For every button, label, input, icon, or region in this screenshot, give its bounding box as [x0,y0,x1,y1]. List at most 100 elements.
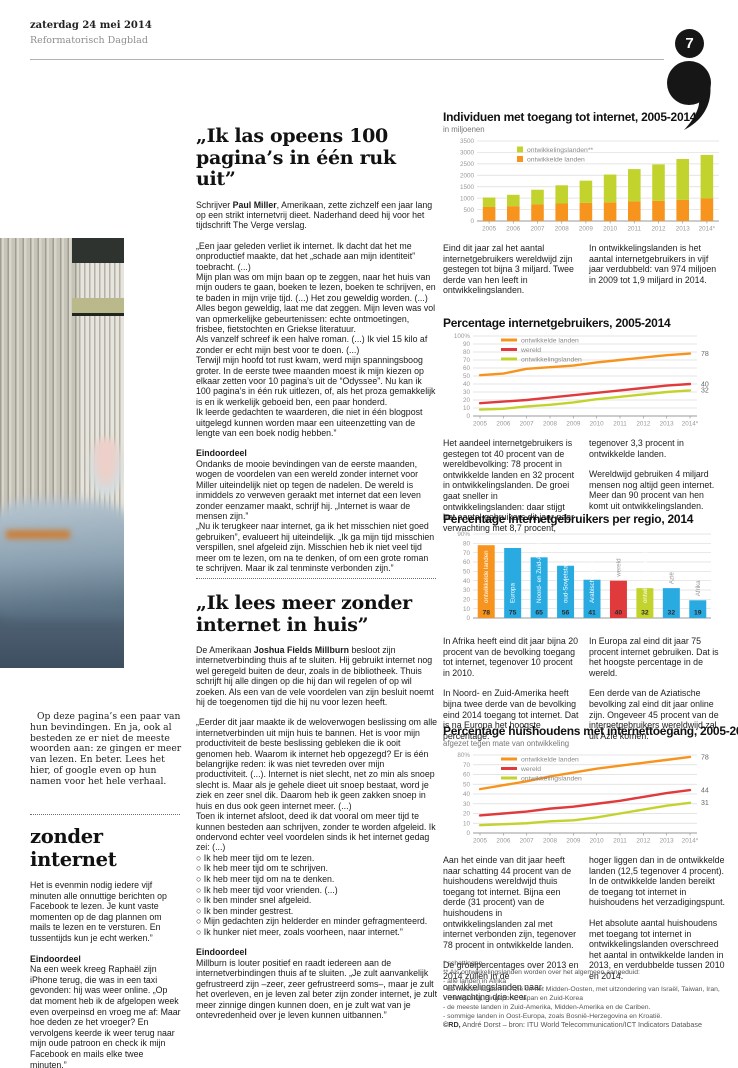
svg-text:ontwikkelde landen: ontwikkelde landen [521,337,579,344]
svg-text:2007: 2007 [530,226,545,233]
footnote: - de meeste landen in Zuid-Amerika, Midd… [443,1003,651,1011]
chart-notes: Het aandeel internetgebruikers is gesteg… [443,438,738,543]
svg-text:Arabische landen: Arabische landen [589,555,596,603]
left-intro-paragraph: Op deze pagina’s een paar van hun bevind… [30,711,182,787]
paragraph: Alles begon geweldig, laat me dat zeggen… [196,303,436,334]
note-paragraph: In ontwikkelingslanden is het aantal int… [589,243,717,285]
note-paragraph: tegenover 3,3 procent in ontwikkelde lan… [589,438,684,459]
svg-text:10: 10 [463,606,471,613]
chart-title: Percentage internetgebruikers per regio,… [443,512,694,526]
svg-text:2008: 2008 [543,838,558,845]
article2-lead: De Amerikaan Joshua Fields Millburn besl… [196,645,434,708]
svg-text:1000: 1000 [460,195,475,202]
svg-text:19: 19 [694,610,702,617]
left-article-subhead: Eindoordeel [30,953,81,964]
note-paragraph: Een derde van de Aziatische bevolking za… [589,688,719,741]
quote-comma-icon [667,61,711,130]
svg-text:20: 20 [463,397,471,404]
svg-text:2005: 2005 [482,226,497,233]
svg-text:3500: 3500 [460,138,475,145]
svg-text:40: 40 [463,381,471,388]
svg-text:90: 90 [463,341,471,348]
svg-text:wereld: wereld [520,347,541,354]
svg-text:500: 500 [463,207,474,214]
chart-section-regions: Percentage internetgebruikers per regio,… [443,512,738,751]
svg-text:20: 20 [463,811,471,818]
svg-text:Europa: Europa [510,582,517,603]
footnote: ** Als ontwikkelingslanden worden over h… [443,968,640,976]
note-paragraph: Eind dit jaar zal het aantal internetgeb… [443,243,574,296]
chart-title: Individuen met toegang tot internet, 200… [443,110,697,124]
svg-text:40: 40 [463,791,471,798]
footnote: - de meeste landen in Azië en het Midden… [443,986,720,1003]
svg-text:40: 40 [615,610,623,617]
svg-text:2014*: 2014* [699,226,716,233]
paragraph: Toen ik internet afsloot, deed ik dat vo… [196,811,436,853]
photo-ceiling [72,238,124,263]
paragraph: „Nu ik terugkeer naar internet, ga ik he… [196,521,435,574]
page-number-badge: 7 [675,29,704,58]
note-paragraph: In Noord- en Zuid-Amerika heeft bijna tw… [443,688,579,741]
svg-text:Noord- en Zuid-Amerika: Noord- en Zuid-Amerika [536,536,543,603]
footnote: * schattingen [443,960,483,967]
svg-text:30: 30 [463,389,471,396]
svg-text:2014*: 2014* [682,421,699,428]
note-paragraph: Aan het einde van dit jaar heeft naar sc… [443,855,577,950]
chart-subtitle: afgezet tegen mate van ontwikkeling [443,739,570,748]
svg-text:ontwikkelde landen: ontwikkelde landen [527,157,585,164]
svg-text:30: 30 [463,801,471,808]
paragraph: Ik leerde gedachten te waarderen, die ni… [196,407,423,439]
svg-text:50: 50 [463,781,471,788]
svg-text:65: 65 [535,610,543,617]
svg-text:0: 0 [466,830,470,837]
dotted-divider [196,578,436,579]
paragraph: Mijn plan was om mijn baan op te zeggen,… [196,271,436,303]
svg-text:2013: 2013 [660,421,675,428]
svg-text:78: 78 [701,351,709,358]
svg-text:2009: 2009 [566,838,581,845]
photo-blurred-car [0,238,124,668]
svg-text:2011: 2011 [613,421,627,428]
credit-line: ©RD, André Dorst – bron: ITU World Telec… [443,1020,738,1029]
chart-notes: Eind dit jaar zal het aantal internetgeb… [443,243,738,306]
svg-text:oud-Sovjetstaten: oud-Sovjetstaten [563,556,570,603]
photo-beam [72,298,124,316]
svg-text:50: 50 [463,373,471,380]
svg-text:ontwikkelingslanden: ontwikkelingslanden [521,356,582,363]
chart-notes: Aan het einde van dit jaar heeft naar sc… [443,855,738,1013]
svg-text:2010: 2010 [590,421,605,428]
svg-text:60: 60 [463,772,471,779]
svg-text:wereld: wereld [615,558,622,578]
svg-text:30: 30 [463,587,471,594]
photo-person-blur [90,438,122,496]
svg-text:1500: 1500 [460,184,475,191]
list-item: ○ Ik heb meer tijd om na te denken. [196,873,335,884]
svg-text:70: 70 [463,550,471,557]
svg-text:2010: 2010 [590,838,605,845]
svg-text:2012: 2012 [636,838,651,845]
svg-text:2013: 2013 [660,838,675,845]
left-article-headline: zonder internet [30,825,117,871]
note-paragraph: In Europa zal eind dit jaar 75 procent i… [589,636,719,678]
note-paragraph: Het aandeel internetgebruikers is gesteg… [443,438,575,533]
svg-text:40: 40 [701,381,709,388]
svg-text:ontwikkelde landen: ontwikkelde landen [521,756,579,763]
svg-text:60: 60 [463,559,471,566]
svg-text:40: 40 [463,578,471,585]
svg-text:3000: 3000 [460,150,475,157]
list-item: ○ Ik heb meer tijd om te lezen. [196,852,315,863]
svg-text:wereld: wereld [520,766,541,773]
chart-title: Percentage huishoudens met internettoega… [443,724,738,738]
svg-text:ontwikkelingslanden: ontwikkelingslanden [521,775,582,782]
svg-text:80%: 80% [457,752,470,759]
credit-text: André Dorst – bron: ITU World Telecommun… [460,1020,702,1029]
svg-text:2007: 2007 [520,838,535,845]
page-number: 7 [685,35,694,52]
note-paragraph: Het absolute aantal huishoudens met toeg… [589,917,725,981]
svg-text:2006: 2006 [496,838,511,845]
benefits-list: ○ Ik heb meer tijd om te lezen. ○ Ik heb… [196,853,438,938]
svg-text:80: 80 [463,541,471,548]
paragraph: „Eerder dit jaar maakte ik de weloverwog… [196,717,438,811]
newspaper-title: Reformatorisch Dagblad [30,35,148,46]
